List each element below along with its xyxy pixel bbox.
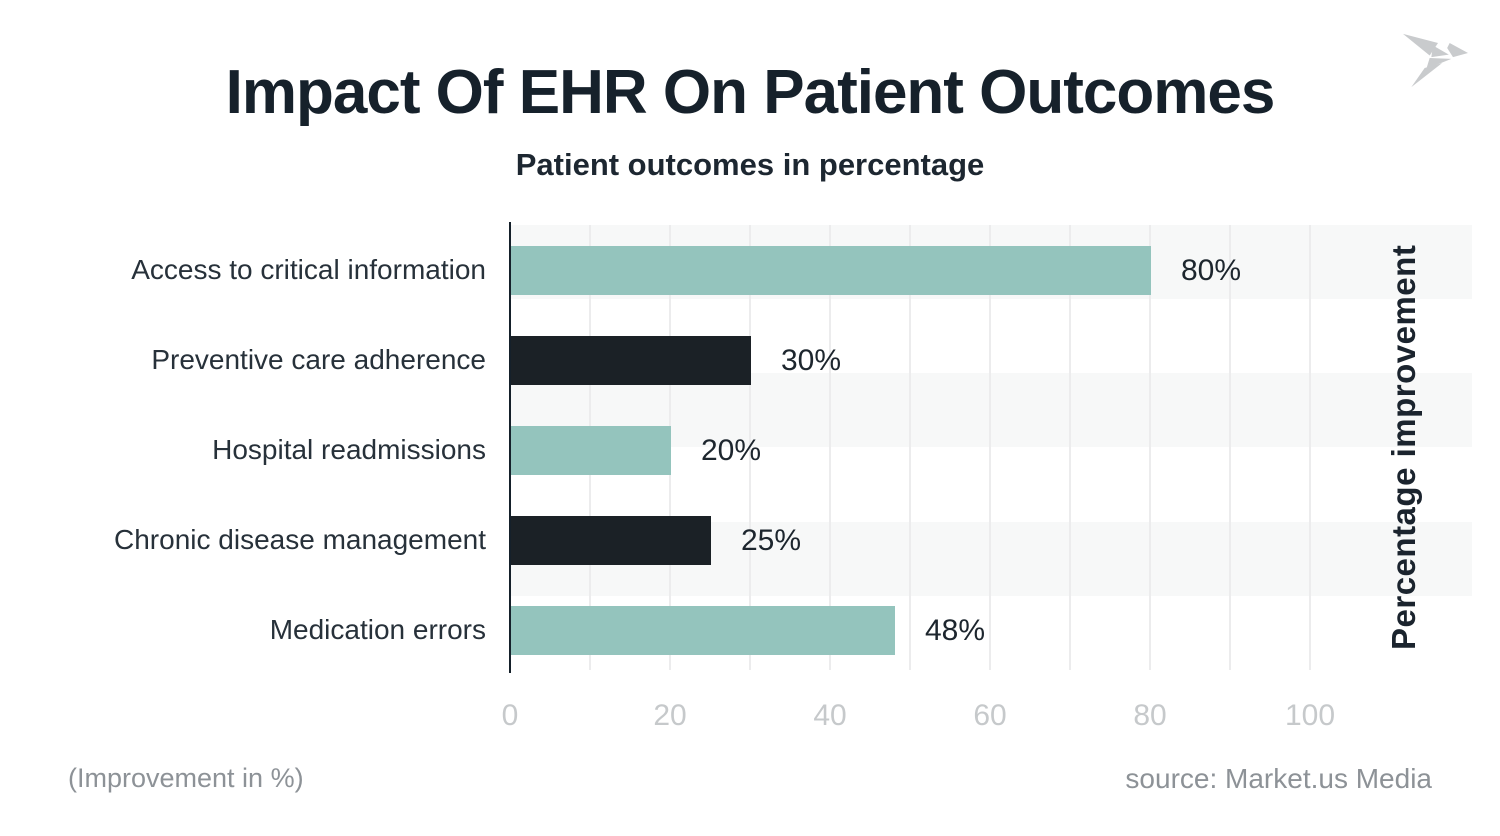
origami-bird-logo bbox=[1403, 33, 1468, 88]
x-tick-20: 20 bbox=[653, 699, 687, 732]
value-label-access-to-critical-information: 80% bbox=[1181, 253, 1242, 287]
gridline-50 bbox=[909, 225, 911, 670]
y-axis-line bbox=[509, 222, 511, 673]
category-label-access-to-critical-information: Access to critical information bbox=[131, 254, 486, 285]
gridline-70 bbox=[1069, 225, 1071, 670]
gridline-100 bbox=[1309, 225, 1311, 670]
bar-preventive-care-adherence bbox=[511, 335, 751, 385]
value-label-hospital-readmissions: 20% bbox=[701, 433, 762, 467]
x-tick-100: 100 bbox=[1284, 699, 1336, 732]
gridline-60 bbox=[989, 225, 991, 670]
category-label-hospital-readmissions: Hospital readmissions bbox=[212, 434, 486, 465]
value-label-medication-errors: 48% bbox=[925, 613, 986, 647]
category-label-chronic-disease-management: Chronic disease management bbox=[114, 524, 486, 555]
bar-chronic-disease-management bbox=[511, 515, 711, 565]
bar-access-to-critical-information bbox=[511, 245, 1151, 295]
chart-title: Impact Of EHR On Patient Outcomes bbox=[225, 58, 1276, 127]
bar-medication-errors bbox=[511, 605, 895, 655]
right-axis-label: Percentage improvement bbox=[1385, 244, 1422, 651]
x-tick-40: 40 bbox=[813, 699, 847, 732]
gridline-40 bbox=[829, 225, 831, 670]
category-labels: Access to critical information Preventive… bbox=[0, 225, 486, 670]
category-label-preventive-care-adherence: Preventive care adherence bbox=[151, 344, 486, 375]
footer-source-credit: source: Market.us Media bbox=[1125, 763, 1432, 794]
gridline-80 bbox=[1149, 225, 1151, 670]
chart-subtitle: Patient outcomes in percentage bbox=[515, 147, 985, 182]
gridline-30 bbox=[749, 225, 751, 670]
footer-improvement-note: (Improvement in %) bbox=[68, 763, 304, 793]
value-label-preventive-care-adherence: 30% bbox=[781, 343, 842, 377]
value-label-chronic-disease-management: 25% bbox=[741, 523, 802, 557]
category-label-medication-errors: Medication errors bbox=[269, 614, 486, 645]
x-tick-80: 80 bbox=[1133, 699, 1167, 732]
x-tick-60: 60 bbox=[973, 699, 1007, 732]
plot-area: 80% 30% 20% 25% 48% bbox=[509, 222, 1472, 673]
bar-hospital-readmissions bbox=[511, 425, 671, 475]
x-axis-ticks: 0 20 40 60 80 100 bbox=[502, 699, 1472, 739]
x-tick-0: 0 bbox=[501, 699, 519, 732]
gridline-90 bbox=[1229, 225, 1231, 670]
